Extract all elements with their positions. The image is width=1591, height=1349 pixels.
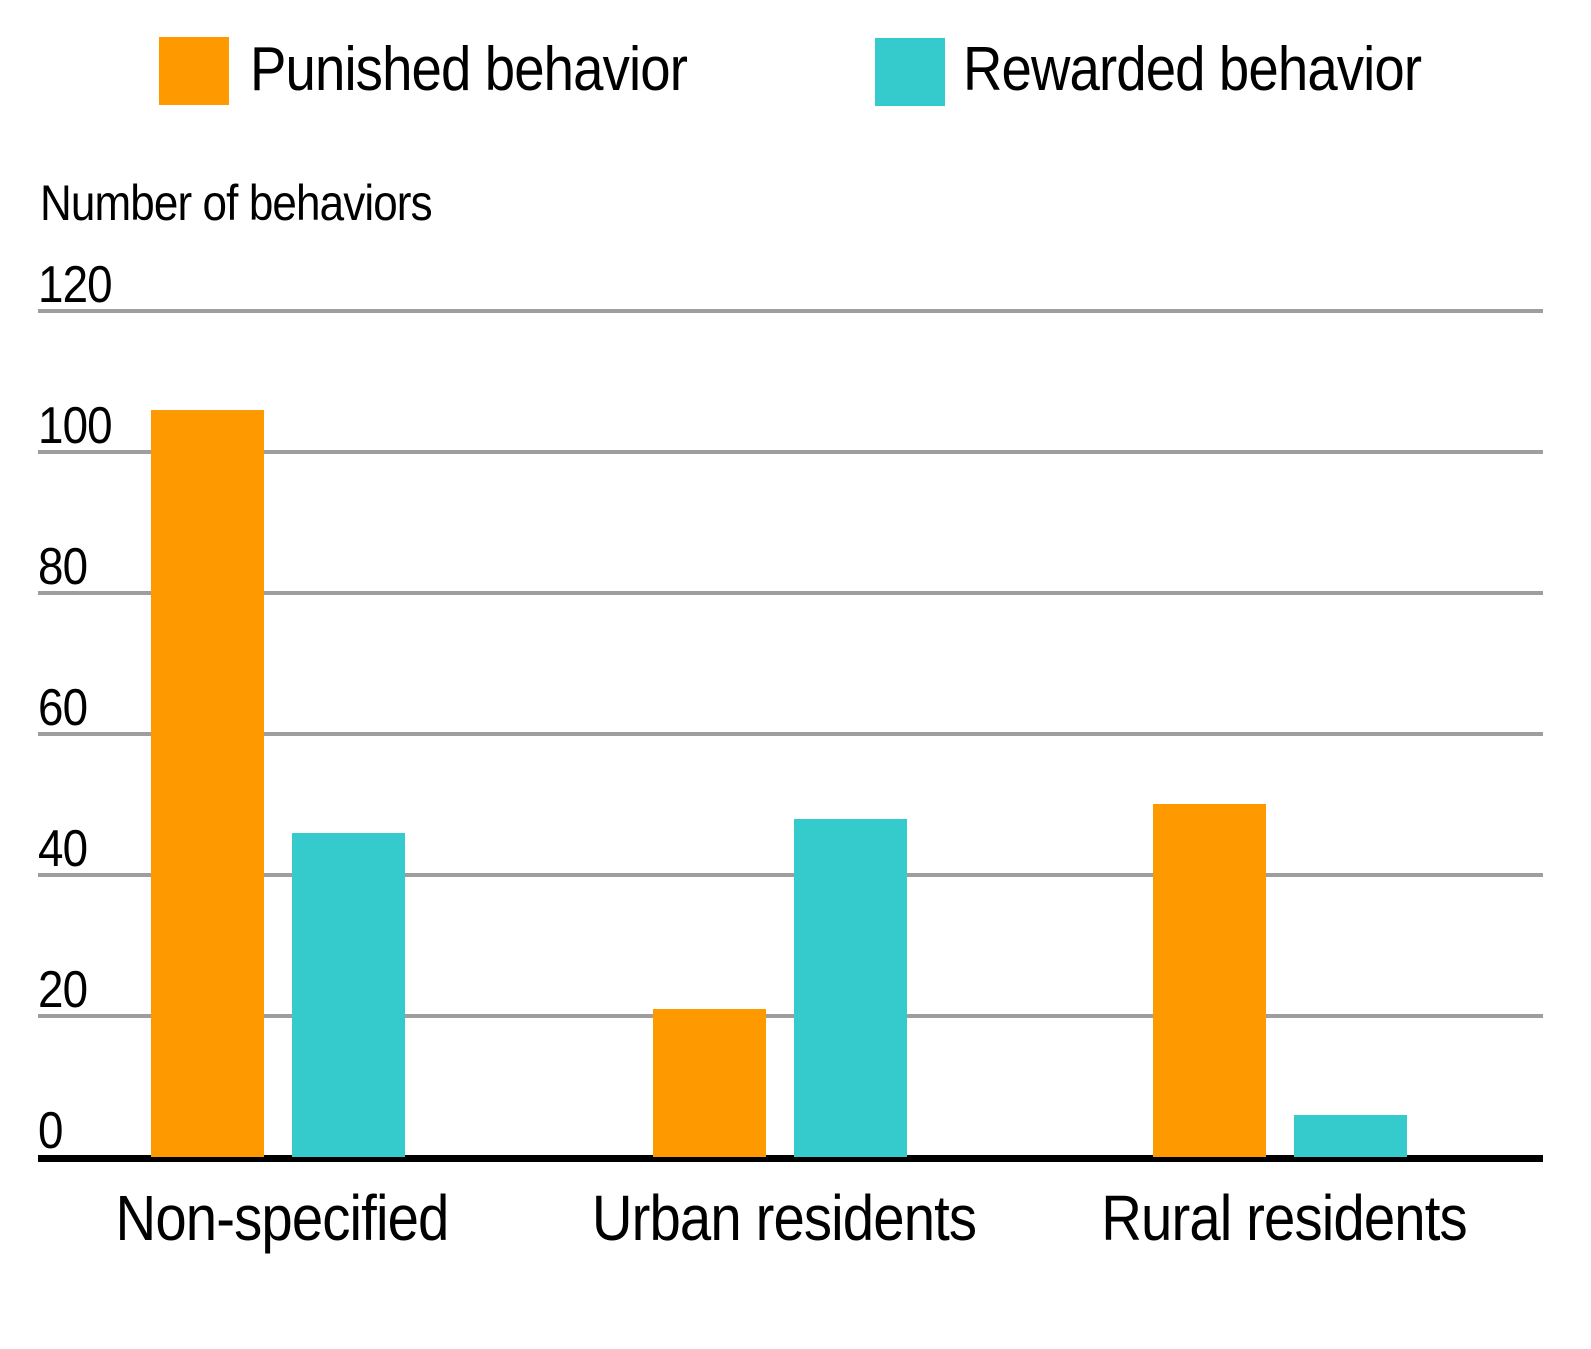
bar-punished-rural-residents [1153,804,1266,1157]
x-axis-line [38,1155,1543,1162]
legend-swatch-punished [159,37,229,105]
y-tick-label-80: 80 [38,541,94,593]
bar-rewarded-rural-residents [1294,1115,1407,1157]
gridline-40 [38,873,1543,877]
bar-rewarded-urban-residents [794,819,907,1157]
y-tick-text-120: 120 [38,256,113,314]
y-tick-text-60: 60 [38,679,88,737]
legend-label-punished: Punished behavior [250,34,747,106]
y-axis-title: Number of behaviors [40,176,485,230]
x-label-urban-residents: Urban residents [591,1182,977,1254]
y-tick-text-80: 80 [38,538,88,596]
legend-label-rewarded-text: Rewarded behavior [963,35,1422,104]
y-tick-text-0: 0 [38,1102,63,1160]
y-tick-label-0: 0 [38,1105,66,1157]
gridline-20 [38,1014,1543,1018]
gridline-100 [38,450,1543,454]
y-tick-label-20: 20 [38,964,94,1016]
x-label-non-specified: Non-specified [115,1182,450,1254]
legend-label-punished-text: Punished behavior [250,35,688,104]
y-tick-text-100: 100 [38,397,113,455]
gridline-60 [38,732,1543,736]
y-tick-text-20: 20 [38,961,88,1019]
gridline-80 [38,591,1543,595]
y-tick-label-60: 60 [38,682,94,734]
legend-label-rewarded: Rewarded behavior [963,34,1484,106]
y-tick-label-100: 100 [38,400,122,452]
legend-swatch-rewarded [875,38,945,106]
x-label-rural-residents: Rural residents [1101,1182,1467,1254]
bar-punished-urban-residents [653,1009,766,1157]
gridline-120 [38,309,1543,313]
y-axis-title-text: Number of behaviors [40,175,433,231]
bar-rewarded-non-specified [292,833,405,1157]
y-tick-label-120: 120 [38,259,122,311]
y-tick-text-40: 40 [38,820,88,878]
y-tick-label-40: 40 [38,823,94,875]
bar-punished-non-specified [151,410,264,1157]
